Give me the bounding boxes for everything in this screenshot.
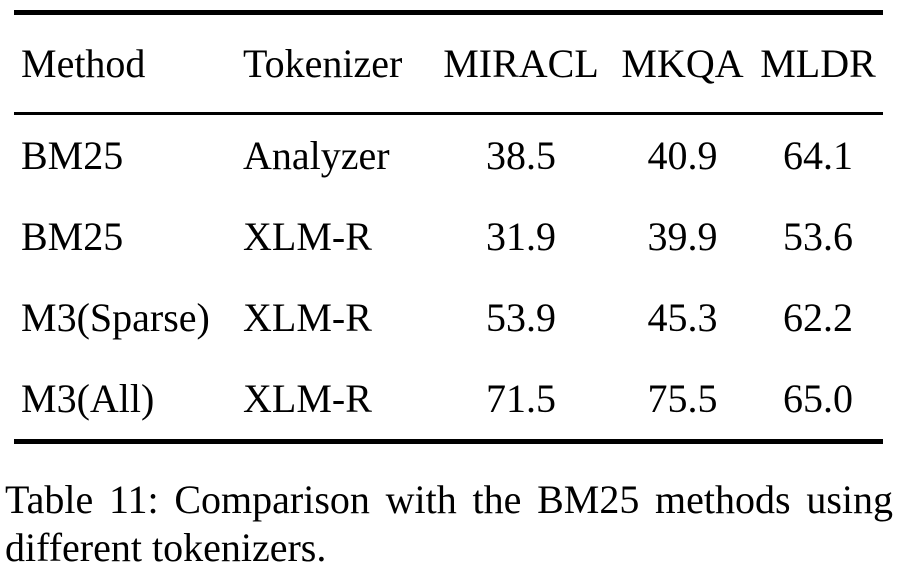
- caption-line-1: Table 11: Comparison with the BM25 metho…: [5, 477, 893, 522]
- cell-tokenizer: XLM-R: [243, 213, 372, 259]
- table-row: BM25 Analyzer 38.5 40.9 64.1: [14, 114, 883, 197]
- cell-miracl: 71.5: [486, 375, 556, 421]
- cell-mldr: 64.1: [783, 132, 853, 178]
- table-row: BM25 XLM-R 31.9 39.9 53.6: [14, 196, 883, 277]
- column-header-tokenizer: Tokenizer: [243, 12, 430, 115]
- cell-mldr: 53.6: [783, 213, 853, 259]
- cell-tokenizer: XLM-R: [243, 294, 372, 340]
- cell-method: BM25: [21, 132, 124, 178]
- table-caption: Table 11: Comparison with the BM25 metho…: [5, 476, 893, 572]
- cell-tokenizer: Analyzer: [243, 132, 390, 178]
- table-row: M3(Sparse) XLM-R 53.9 45.3 62.2: [14, 277, 883, 358]
- cell-tokenizer: XLM-R: [243, 375, 372, 421]
- caption-line-2: different tokenizers.: [5, 525, 327, 570]
- cell-mkqa: 45.3: [647, 294, 718, 340]
- table-header-row: Method Tokenizer MIRACL MKQA MLDR: [14, 12, 883, 115]
- cell-method: M3(Sparse): [21, 294, 210, 340]
- cell-miracl: 38.5: [486, 132, 556, 178]
- cell-miracl: 31.9: [486, 213, 556, 259]
- cell-mldr: 65.0: [783, 375, 853, 421]
- cell-mkqa: 39.9: [647, 213, 718, 259]
- column-header-mkqa: MKQA: [612, 12, 753, 115]
- cell-mkqa: 40.9: [647, 132, 718, 178]
- results-table: Method Tokenizer MIRACL MKQA MLDR BM25 A…: [14, 10, 883, 444]
- cell-mldr: 62.2: [783, 294, 853, 340]
- cell-miracl: 53.9: [486, 294, 556, 340]
- column-header-miracl: MIRACL: [430, 12, 612, 115]
- cell-method: M3(All): [21, 375, 155, 421]
- column-header-method: Method: [14, 12, 243, 115]
- cell-mkqa: 75.5: [647, 375, 718, 421]
- table-row: M3(All) XLM-R 71.5 75.5 65.0: [14, 358, 883, 442]
- cell-method: BM25: [21, 213, 124, 259]
- column-header-mldr: MLDR: [753, 12, 883, 115]
